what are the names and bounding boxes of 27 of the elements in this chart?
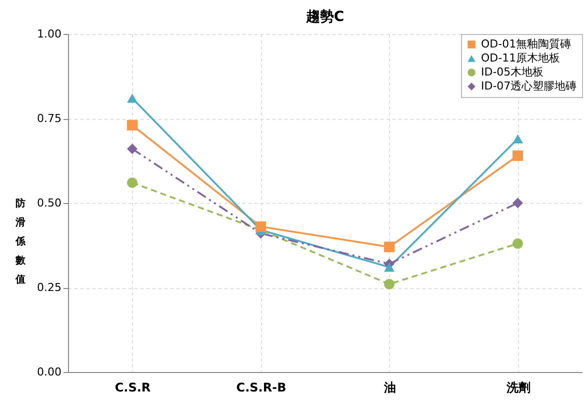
chart-title: 趨勢C (304, 9, 344, 25)
y-tick-label: 0.25 (37, 281, 62, 294)
point (256, 221, 266, 232)
point (127, 177, 138, 188)
legend-label: OD-01無釉陶質磚 (481, 38, 572, 50)
point (512, 198, 523, 208)
point (384, 242, 394, 252)
point (512, 150, 523, 161)
legend-label: ID-07透心塑膠地磚 (481, 80, 577, 92)
y-axis-title: 防滑係數值 (14, 198, 26, 286)
x-tick-label: C.S.R-B (236, 380, 286, 394)
legend-label: ID-05木地板 (481, 66, 544, 78)
point (384, 278, 394, 290)
point (127, 144, 138, 154)
y-tick-label: 0.75 (37, 112, 62, 125)
point (127, 120, 138, 131)
point (512, 238, 523, 249)
point (384, 262, 394, 272)
point (512, 134, 523, 144)
point (127, 94, 138, 103)
x-tick-label: C.S.R (114, 380, 151, 394)
x-tick-label: 洗劑 (505, 380, 530, 394)
y-tick-label: 0.50 (37, 196, 62, 210)
legend-label: OD-11原木地板 (481, 52, 560, 64)
y-tick-label: 0.00 (37, 366, 62, 378)
y-tick-label: 1.00 (37, 28, 62, 40)
x-tick-label: 油 (382, 380, 396, 394)
